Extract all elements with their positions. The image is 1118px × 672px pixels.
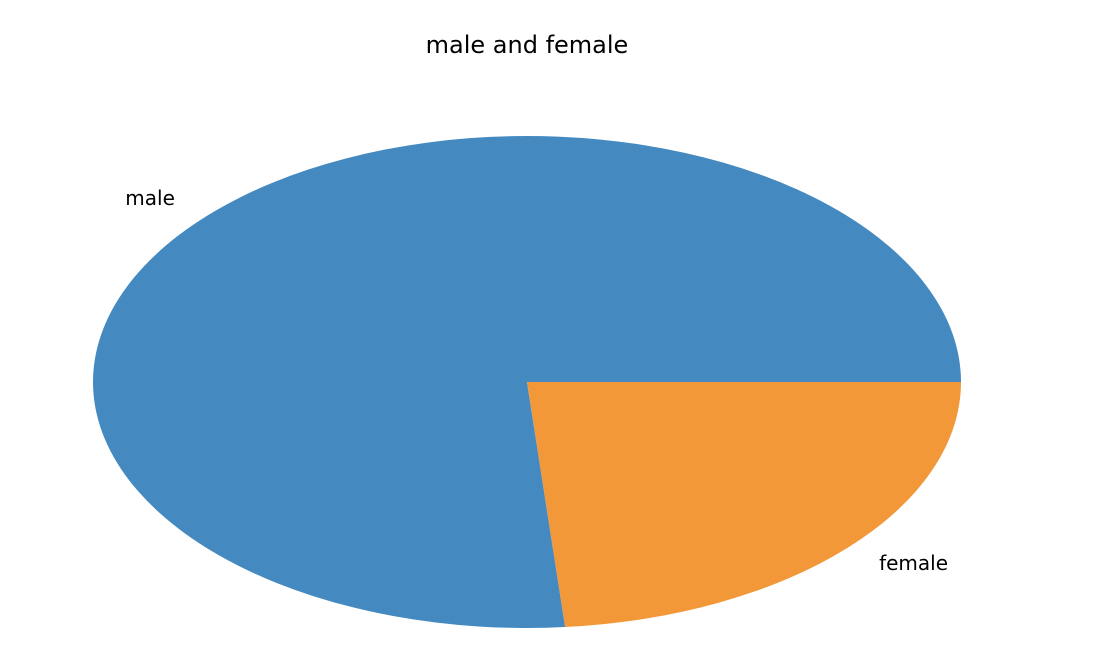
slice-label: male [125,186,175,210]
pie-slice [92,136,961,629]
pie-slice [527,382,961,628]
slice-label: female [879,551,948,575]
chart-title: male and female [426,31,629,59]
